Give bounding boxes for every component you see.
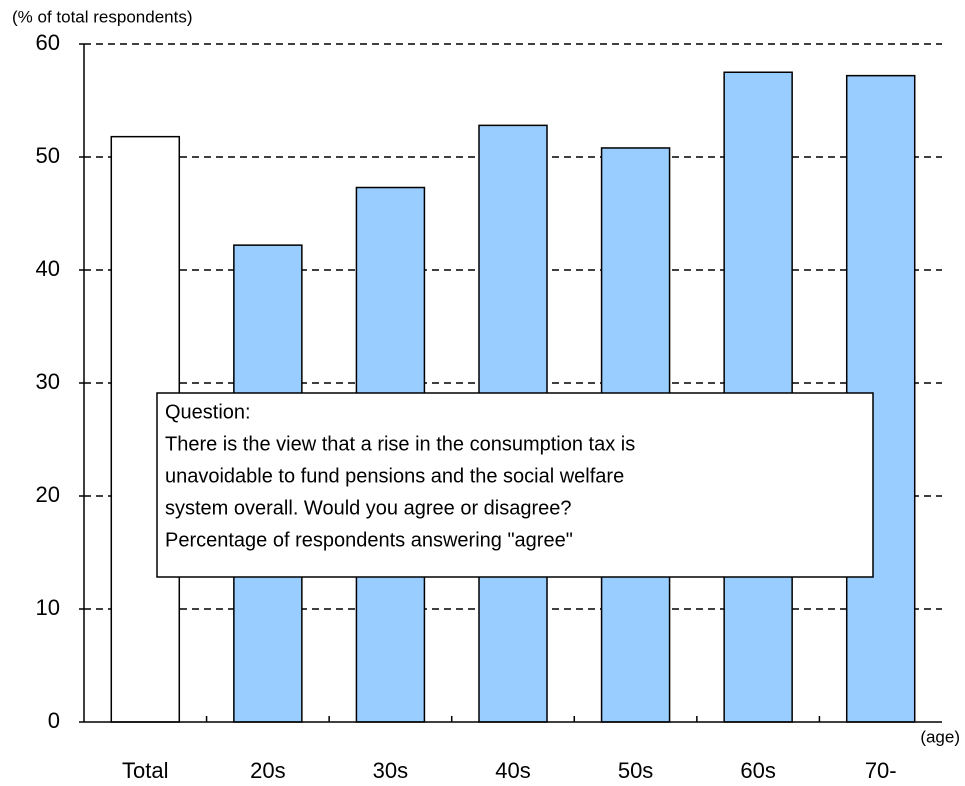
annotation-line: system overall. Would you agree or disag… <box>165 497 572 519</box>
annotation-line: There is the view that a rise in the con… <box>165 433 635 455</box>
annotation-box <box>156 392 874 578</box>
x-tick-label: 70- <box>865 758 897 783</box>
x-tick-label: 50s <box>618 758 653 783</box>
y-axis-label: (% of total respondents) <box>12 7 192 26</box>
x-tick-label: Total <box>122 758 168 783</box>
y-tick-label: 30 <box>36 369 60 394</box>
x-tick-label: 20s <box>250 758 285 783</box>
y-tick-label: 10 <box>36 595 60 620</box>
x-tick-label: 40s <box>495 758 530 783</box>
annotation-line: unavoidable to fund pensions and the soc… <box>165 465 624 487</box>
y-tick-label: 40 <box>36 256 60 281</box>
y-tick-label: 0 <box>48 708 60 733</box>
y-tick-label: 50 <box>36 143 60 168</box>
x-tick-label: 30s <box>373 758 408 783</box>
y-tick-label: 60 <box>36 30 60 55</box>
x-axis-label: (age) <box>920 727 960 746</box>
y-tick-label: 20 <box>36 482 60 507</box>
x-tick-label: 60s <box>740 758 775 783</box>
annotation-line: Percentage of respondents answering "agr… <box>165 529 573 551</box>
annotation-line: Question: <box>165 401 251 423</box>
